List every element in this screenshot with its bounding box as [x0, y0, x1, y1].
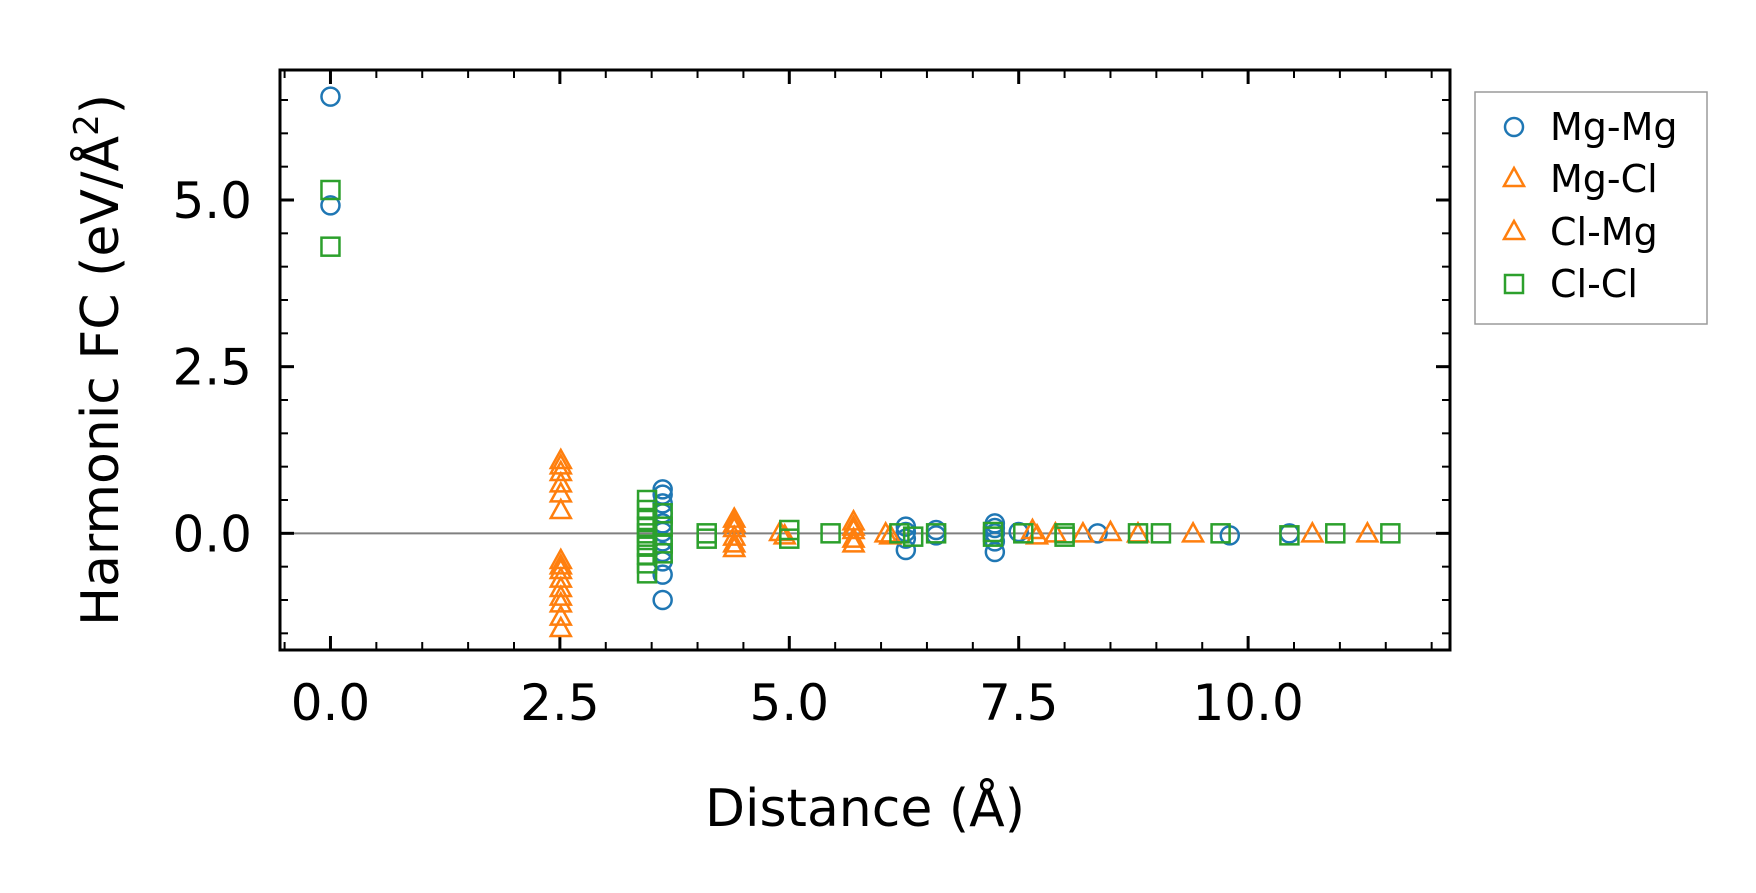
legend-entry-cl-mg: Cl-Mg	[1501, 210, 1658, 254]
data-point-mg-mg	[984, 541, 1006, 563]
legend-label-cl-cl: Cl-Cl	[1550, 262, 1638, 306]
data-point-cl-cl	[652, 503, 673, 524]
data-point-mg-cl	[548, 497, 573, 520]
data-point-mg-mg	[1008, 521, 1029, 543]
data-point-cl-cl	[636, 563, 658, 584]
data-point-mg-cl	[722, 524, 747, 546]
data-point-mg-cl	[548, 470, 573, 493]
y-tick-label: 0.0	[172, 505, 252, 563]
data-point-mg-mg	[320, 86, 341, 107]
data-point-mg-mg	[652, 479, 673, 500]
data-point-cl-cl	[1054, 526, 1075, 547]
data-point-mg-cl	[548, 447, 573, 470]
x-tick-label: 7.5	[979, 674, 1059, 732]
data-point-mg-mg	[895, 539, 917, 561]
data-point-mg-mg	[652, 564, 673, 585]
data-point-cl-mg	[548, 452, 573, 475]
data-point-cl-cl	[1150, 523, 1172, 544]
data-point-mg-cl	[548, 615, 573, 638]
y-axis-label-superscript: 2	[67, 114, 107, 136]
legend-entry-mg-cl: Mg-Cl	[1501, 157, 1658, 201]
data-point-mg-cl	[841, 526, 866, 548]
data-point-cl-cl	[902, 526, 924, 547]
data-point-cl-cl	[779, 528, 800, 549]
legend-box	[1474, 91, 1708, 325]
data-point-cl-cl	[652, 543, 673, 564]
legend-label-mg-cl: Mg-Cl	[1550, 157, 1658, 201]
data-point-mg-cl	[1355, 520, 1380, 543]
data-point-cl-cl	[696, 528, 717, 549]
x-tick-label: 5.0	[750, 674, 830, 732]
data-point-cl-cl	[320, 236, 341, 257]
data-point-cl-cl	[1127, 523, 1149, 544]
data-point-mg-cl	[548, 575, 573, 598]
data-point-mg-cl	[548, 459, 573, 482]
data-point-cl-cl	[1380, 523, 1401, 544]
data-point-cl-mg	[548, 584, 573, 606]
data-point-cl-cl	[925, 523, 947, 544]
legend-marker-mg-mg	[1503, 116, 1525, 138]
data-point-cl-mg	[722, 510, 747, 533]
data-markers	[320, 86, 1401, 638]
y-tick-label: 2.5	[172, 339, 252, 397]
legend-entry-mg-mg: Mg-Mg	[1503, 105, 1678, 149]
legend-label-mg-mg: Mg-Mg	[1550, 105, 1678, 149]
y-axis-label-main: Harmonic FC (eV/Å	[69, 135, 131, 626]
data-point-cl-cl	[889, 523, 910, 544]
data-point-cl-mg	[1070, 520, 1096, 543]
legend-marker-cl-cl	[1503, 273, 1525, 295]
y-tick-labels: 0.0 2.5 5.0	[172, 172, 252, 563]
data-point-mg-cl	[548, 604, 573, 626]
legend-marker-cl-mg	[1501, 218, 1527, 241]
data-point-cl-mg	[548, 552, 573, 575]
y-tick-label: 5.0	[172, 172, 252, 230]
plot-area-frame	[278, 68, 1452, 652]
legend-entry-cl-cl: Cl-Cl	[1503, 262, 1638, 306]
data-point-cl-cl	[820, 523, 841, 544]
data-point-mg-cl	[548, 590, 573, 613]
data-point-mg-mg	[652, 589, 673, 611]
data-point-mg-cl	[722, 530, 747, 553]
x-tick-label: 2.5	[520, 674, 600, 732]
data-point-cl-cl	[1279, 525, 1300, 546]
data-point-cl-cl	[1325, 523, 1346, 544]
x-tick-label: 10.0	[1192, 674, 1303, 732]
data-point-cl-cl	[1210, 523, 1231, 544]
x-axis-label: Distance (Å)	[705, 777, 1025, 839]
data-point-cl-cl	[1013, 523, 1034, 544]
data-point-cl-mg	[722, 535, 747, 558]
data-point-cl-mg	[548, 480, 573, 503]
y-axis-label: Harmonic FC (eV/Å2)	[67, 94, 131, 626]
x-tick-labels: 0.0 2.5 5.0 7.5 10.0	[291, 674, 1304, 732]
legend-label-cl-mg: Cl-Mg	[1550, 210, 1658, 254]
axis-ticks	[280, 70, 1450, 650]
data-point-cl-mg	[841, 530, 866, 553]
data-point-mg-mg	[320, 195, 341, 216]
data-point-mg-cl	[1300, 520, 1325, 543]
data-point-mg-cl	[1180, 520, 1206, 543]
legend-marker-mg-cl	[1501, 165, 1527, 188]
data-point-cl-cl	[320, 179, 341, 201]
data-point-cl-cl	[982, 526, 1004, 547]
data-point-cl-cl	[652, 516, 673, 537]
legend: Mg-Mg Mg-Cl Cl-Mg Cl-Cl	[1474, 91, 1708, 325]
x-tick-label: 0.0	[291, 674, 371, 732]
data-point-mg-cl	[841, 517, 866, 540]
data-point-mg-cl	[1098, 519, 1123, 542]
y-axis-label-end: )	[71, 94, 131, 114]
